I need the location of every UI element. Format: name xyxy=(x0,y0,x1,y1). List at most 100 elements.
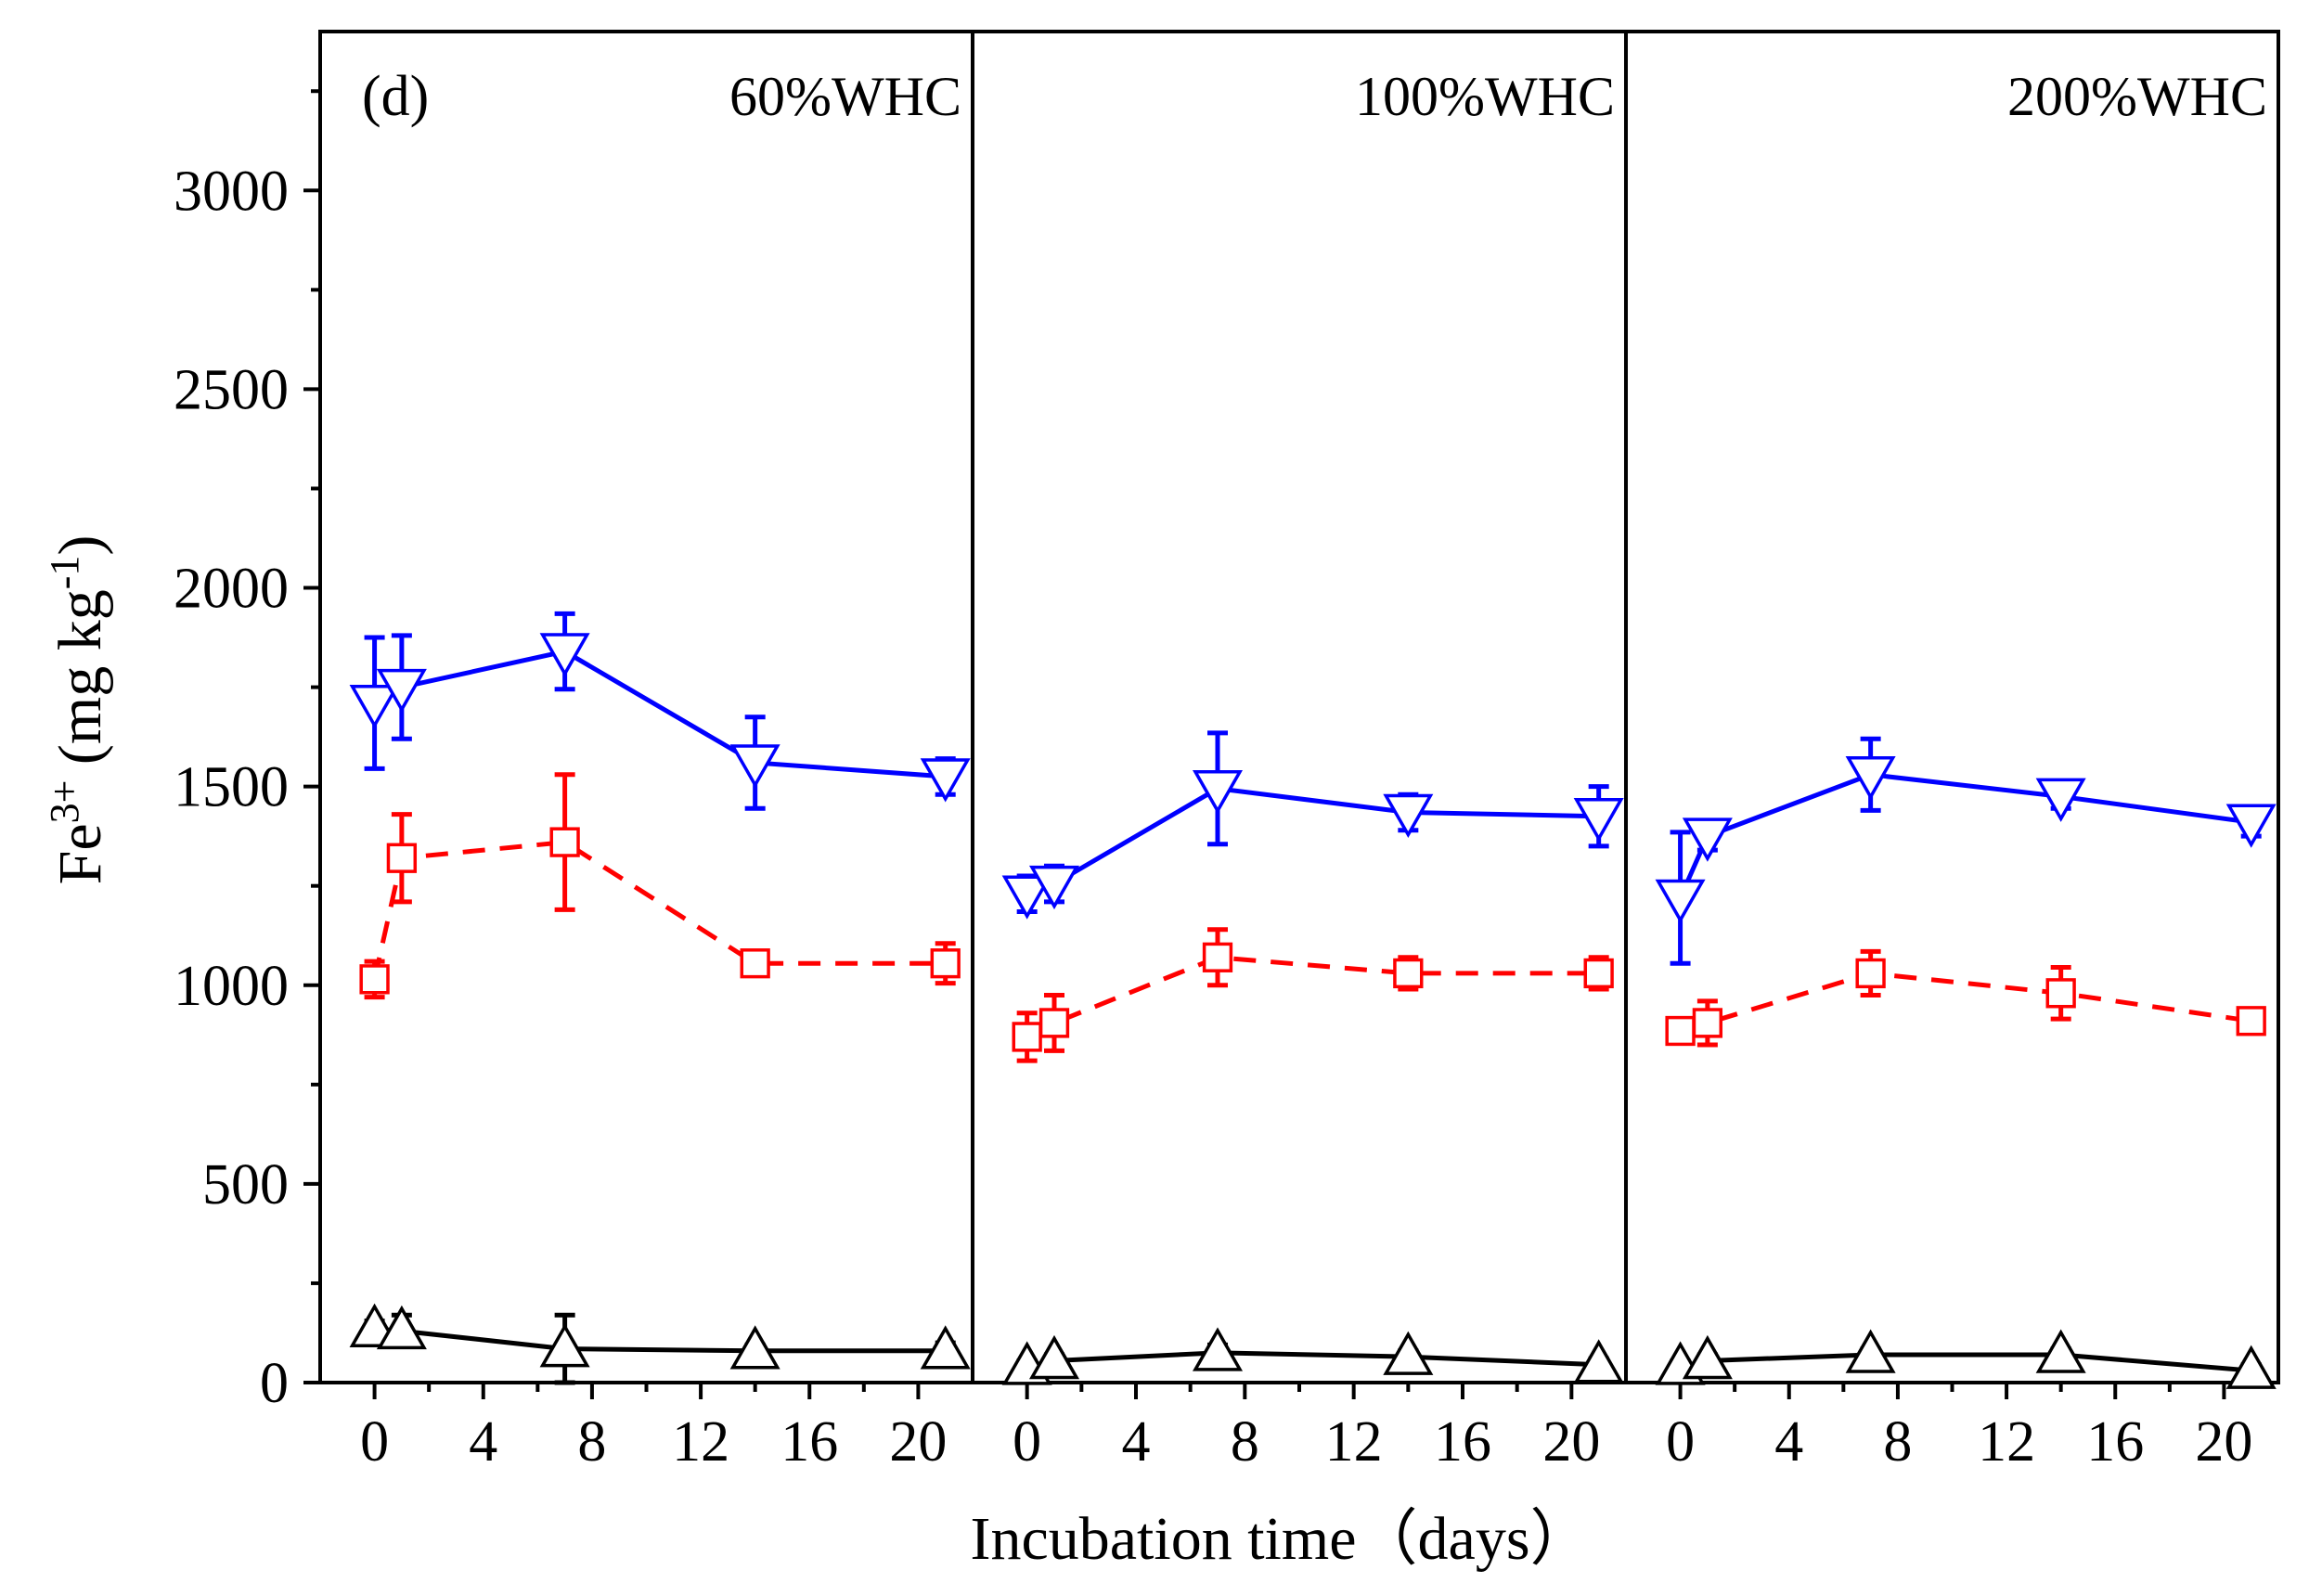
series-line xyxy=(1026,786,1599,896)
square-marker xyxy=(1202,942,1233,972)
tick-layer: 0 500 1000 1500 2000 2500 3000 0 4 8 12 16 20 60%WHC 0… xyxy=(174,66,2267,1474)
frame-layer xyxy=(318,30,2280,1384)
series-line xyxy=(372,840,946,980)
triangle-up-marker xyxy=(2225,1345,2277,1389)
triangle-down-marker xyxy=(1655,879,1706,924)
triangle-up-marker xyxy=(729,1325,780,1370)
triangle-down-marker xyxy=(1573,798,1624,843)
panel-label: 100%WHC xyxy=(1355,66,1615,127)
x-tick-label: 4 xyxy=(1774,1410,1803,1474)
x-tick-label: 12 xyxy=(1325,1410,1383,1474)
panel-label: 200%WHC xyxy=(2007,66,2267,127)
square-marker xyxy=(549,827,580,857)
series-red xyxy=(1665,948,2266,1048)
x-tick-label: 0 xyxy=(1666,1410,1695,1474)
square-marker xyxy=(1855,958,1886,989)
triangle-up-marker xyxy=(1845,1329,1896,1373)
square-marker xyxy=(359,964,390,995)
x-tick-label: 0 xyxy=(1013,1410,1041,1474)
panel-label: 60%WHC xyxy=(729,66,961,127)
y-axis-title-units-superscript: -1 xyxy=(42,556,87,590)
x-tick-label: 8 xyxy=(1883,1410,1912,1474)
x-tick-label: 4 xyxy=(1122,1410,1151,1474)
triangle-down-marker xyxy=(1001,875,1052,920)
triangle-down-marker xyxy=(1383,793,1434,839)
square-marker xyxy=(1038,1008,1070,1038)
triangle-down-marker xyxy=(1192,770,1244,815)
series-black xyxy=(349,1303,971,1385)
series-line xyxy=(373,649,946,779)
triangle-up-marker xyxy=(539,1323,590,1368)
series-line xyxy=(374,1326,946,1354)
series-blue xyxy=(349,611,971,811)
series-black xyxy=(1655,1329,2277,1389)
triangle-down-marker xyxy=(539,633,590,677)
triangle-up-marker xyxy=(376,1305,427,1350)
square-marker xyxy=(1012,1022,1042,1052)
square-marker xyxy=(1393,958,1424,989)
series-black xyxy=(1001,1327,1624,1385)
y-tick-label: 1500 xyxy=(174,756,289,819)
y-axis-title-base: Fe xyxy=(46,823,114,884)
series-line xyxy=(1679,971,2252,1034)
x-axis-title: Incubation time（days） xyxy=(970,1505,1591,1573)
series-line xyxy=(1678,772,2252,899)
panel-letter: (d) xyxy=(362,65,429,128)
series-red xyxy=(1012,927,1614,1063)
x-tick-label: 8 xyxy=(577,1410,606,1474)
y-tick-label: 2000 xyxy=(174,558,289,621)
series-blue xyxy=(1655,736,2277,966)
square-marker xyxy=(1665,1015,1696,1047)
triangle-up-marker xyxy=(2035,1329,2086,1373)
y-tick-label: 2500 xyxy=(174,358,289,421)
triangle-down-marker xyxy=(920,758,971,803)
series-line xyxy=(1026,1350,1599,1370)
triangle-down-marker xyxy=(2225,804,2277,848)
x-tick-label: 20 xyxy=(889,1410,947,1474)
plot-frame xyxy=(318,30,2280,1384)
y-axis-title-units-close: ) xyxy=(46,535,114,556)
triangle-up-marker xyxy=(1573,1339,1624,1384)
triangle-down-marker xyxy=(1028,865,1080,910)
triangle-down-marker xyxy=(1845,756,1896,801)
x-tick-label: 8 xyxy=(1231,1410,1259,1474)
square-marker xyxy=(2045,978,2076,1009)
square-marker xyxy=(740,948,770,979)
series-line xyxy=(1026,955,1599,1039)
x-tick-label: 4 xyxy=(469,1410,497,1474)
square-marker xyxy=(930,948,961,979)
x-tick-label: 12 xyxy=(1978,1410,2035,1474)
y-tick-label: 0 xyxy=(260,1352,289,1415)
square-marker xyxy=(2236,1006,2266,1036)
triangle-up-marker xyxy=(920,1325,971,1370)
triangle-down-marker xyxy=(376,668,427,714)
triangle-down-marker xyxy=(349,684,400,729)
x-tick-label: 16 xyxy=(2086,1410,2144,1474)
x-tick-label: 0 xyxy=(360,1410,389,1474)
triangle-up-marker xyxy=(1028,1334,1080,1380)
triangle-up-marker xyxy=(1192,1327,1244,1371)
triangle-up-marker xyxy=(1682,1334,1733,1380)
x-tick-label: 20 xyxy=(1542,1410,1600,1474)
series-blue xyxy=(1001,730,1624,920)
square-marker xyxy=(1692,1008,1723,1038)
triangle-down-marker xyxy=(729,744,780,789)
square-marker xyxy=(386,843,418,873)
square-marker xyxy=(1583,958,1614,989)
x-tick-label: 20 xyxy=(2195,1410,2252,1474)
triangle-up-marker xyxy=(1383,1331,1434,1375)
series-red xyxy=(359,772,961,1000)
x-tick-label: 16 xyxy=(780,1410,838,1474)
x-tick-label: 12 xyxy=(672,1410,729,1474)
x-tick-label: 16 xyxy=(1434,1410,1491,1474)
y-axis-title-units: (mg kg xyxy=(46,589,114,779)
series-layer xyxy=(349,611,2277,1389)
y-tick-label: 3000 xyxy=(174,160,289,223)
y-axis-title-superscript: 3+ xyxy=(42,780,87,824)
series-line xyxy=(1680,1352,2251,1373)
y-axis-title: Fe3+ (mg kg-1) xyxy=(42,535,115,885)
triangle-down-marker xyxy=(2035,778,2086,822)
triangle-down-marker xyxy=(1682,817,1733,862)
y-tick-label: 500 xyxy=(202,1153,289,1216)
